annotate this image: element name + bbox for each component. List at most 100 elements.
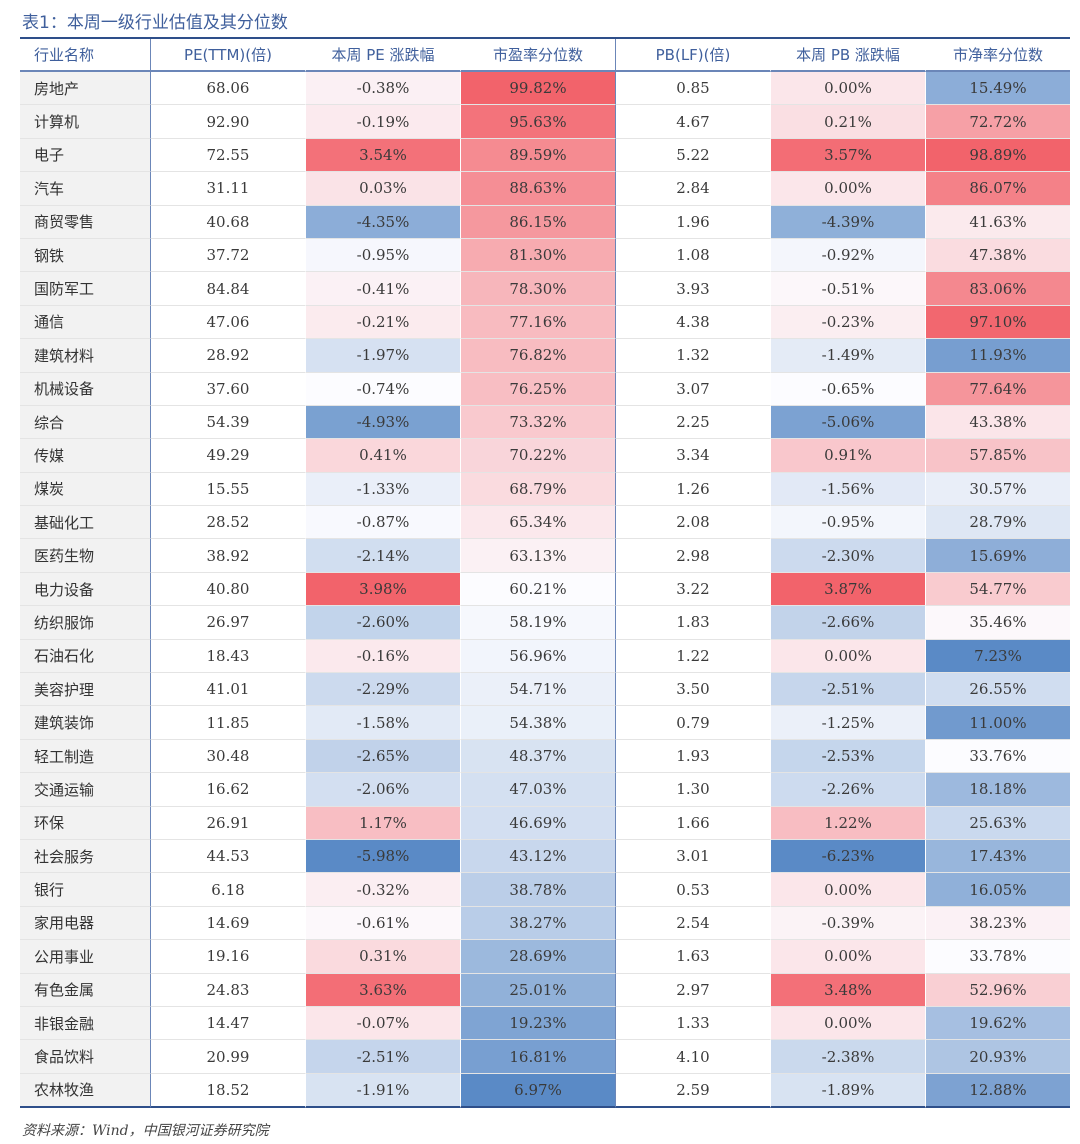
table-row: 电子 72.55 3.54% 89.59% 5.22 3.57% 98.89% (20, 138, 1070, 173)
pb-change-cell: 0.00% (770, 940, 925, 974)
pb-change-cell: -0.51% (770, 272, 925, 306)
pe-change-cell: -1.58% (305, 706, 460, 740)
pb-lf-cell: 1.93 (615, 739, 770, 774)
pe-percentile-cell: 19.23% (460, 1006, 615, 1041)
pe-percentile-cell: 54.71% (460, 673, 615, 707)
pe-percentile-cell: 38.78% (460, 873, 615, 907)
industry-cell: 建筑材料 (20, 339, 150, 373)
table-row: 环保 26.91 1.17% 46.69% 1.66 1.22% 25.63% (20, 806, 1070, 840)
pe-ttm-cell: 11.85 (150, 706, 305, 740)
pe-percentile-cell: 89.59% (460, 138, 615, 173)
table-row: 机械设备 37.60 -0.74% 76.25% 3.07 -0.65% 77.64% (20, 372, 1070, 406)
header-pe-percentile: 市盈率分位数 (460, 39, 615, 72)
pb-change-cell: 0.00% (770, 1006, 925, 1041)
pe-ttm-cell: 37.72 (150, 238, 305, 273)
pe-ttm-cell: 18.52 (150, 1073, 305, 1109)
pe-ttm-cell: 14.47 (150, 1006, 305, 1041)
table-row: 国防军工 84.84 -0.41% 78.30% 3.93 -0.51% 83.06% (20, 272, 1070, 306)
pe-change-cell: -0.21% (305, 305, 460, 340)
industry-cell: 家用电器 (20, 906, 150, 941)
industry-cell: 纺织服饰 (20, 606, 150, 640)
industry-cell: 房地产 (20, 72, 150, 106)
pb-lf-cell: 1.66 (615, 806, 770, 840)
pb-lf-cell: 4.38 (615, 305, 770, 340)
table-row: 基础化工 28.52 -0.87% 65.34% 2.08 -0.95% 28.79% (20, 506, 1070, 540)
pb-lf-cell: 0.53 (615, 873, 770, 907)
pb-change-cell: -1.25% (770, 706, 925, 740)
pb-lf-cell: 2.25 (615, 405, 770, 440)
pe-percentile-cell: 86.15% (460, 205, 615, 239)
pb-percentile-cell: 15.49% (925, 72, 1070, 106)
pb-lf-cell: 1.83 (615, 606, 770, 640)
pb-percentile-cell: 17.43% (925, 839, 1070, 874)
table-row: 纺织服饰 26.97 -2.60% 58.19% 1.83 -2.66% 35.46% (20, 606, 1070, 640)
pe-percentile-cell: 16.81% (460, 1040, 615, 1074)
header-pb-change: 本周 PB 涨跌幅 (770, 39, 925, 72)
pb-lf-cell: 3.34 (615, 439, 770, 473)
industry-cell: 环保 (20, 806, 150, 840)
pe-percentile-cell: 28.69% (460, 940, 615, 974)
table-row: 家用电器 14.69 -0.61% 38.27% 2.54 -0.39% 38.23% (20, 906, 1070, 941)
pe-ttm-cell: 20.99 (150, 1040, 305, 1074)
pb-change-cell: -0.92% (770, 238, 925, 273)
pb-percentile-cell: 43.38% (925, 405, 1070, 440)
pb-lf-cell: 4.10 (615, 1040, 770, 1074)
table-row: 综合 54.39 -4.93% 73.32% 2.25 -5.06% 43.38% (20, 405, 1070, 440)
pb-percentile-cell: 86.07% (925, 172, 1070, 206)
pb-percentile-cell: 57.85% (925, 439, 1070, 473)
pe-ttm-cell: 26.91 (150, 806, 305, 840)
pb-percentile-cell: 25.63% (925, 806, 1070, 840)
pb-lf-cell: 0.79 (615, 706, 770, 740)
table-caption: 表1：本周一级行业估值及其分位数 (22, 13, 288, 33)
table-row: 公用事业 19.16 0.31% 28.69% 1.63 0.00% 33.78% (20, 940, 1070, 974)
pe-ttm-cell: 38.92 (150, 539, 305, 573)
table-row: 汽车 31.11 0.03% 88.63% 2.84 0.00% 86.07% (20, 172, 1070, 206)
pb-percentile-cell: 15.69% (925, 539, 1070, 573)
header-pb-percentile: 市净率分位数 (925, 39, 1070, 72)
pe-ttm-cell: 47.06 (150, 305, 305, 340)
pb-lf-cell: 0.85 (615, 72, 770, 106)
pe-change-cell: -2.65% (305, 739, 460, 774)
pe-percentile-cell: 54.38% (460, 706, 615, 740)
valuation-table: 行业名称 PE(TTM)(倍) 本周 PE 涨跌幅 市盈率分位数 PB(LF)(… (20, 37, 1070, 1109)
pe-ttm-cell: 37.60 (150, 372, 305, 406)
pb-change-cell: 0.21% (770, 105, 925, 139)
pe-change-cell: -0.32% (305, 873, 460, 907)
pe-percentile-cell: 76.25% (460, 372, 615, 406)
pe-ttm-cell: 14.69 (150, 906, 305, 941)
pb-lf-cell: 3.01 (615, 839, 770, 874)
pe-percentile-cell: 46.69% (460, 806, 615, 840)
pb-lf-cell: 2.08 (615, 506, 770, 540)
industry-cell: 汽车 (20, 172, 150, 206)
table-row: 传媒 49.29 0.41% 70.22% 3.34 0.91% 57.85% (20, 439, 1070, 473)
pb-lf-cell: 3.07 (615, 372, 770, 406)
pe-change-cell: 0.03% (305, 172, 460, 206)
table-row: 电力设备 40.80 3.98% 60.21% 3.22 3.87% 54.77% (20, 572, 1070, 607)
pb-lf-cell: 1.22 (615, 639, 770, 674)
pe-ttm-cell: 26.97 (150, 606, 305, 640)
industry-cell: 农林牧渔 (20, 1073, 150, 1109)
pe-ttm-cell: 92.90 (150, 105, 305, 139)
pb-change-cell: -2.30% (770, 539, 925, 573)
industry-cell: 轻工制造 (20, 739, 150, 774)
table-row: 建筑装饰 11.85 -1.58% 54.38% 0.79 -1.25% 11.00% (20, 706, 1070, 740)
pe-change-cell: -1.33% (305, 472, 460, 507)
pb-percentile-cell: 11.93% (925, 339, 1070, 373)
pb-change-cell: -1.56% (770, 472, 925, 507)
pb-percentile-cell: 35.46% (925, 606, 1070, 640)
pb-change-cell: -4.39% (770, 205, 925, 239)
pe-ttm-cell: 24.83 (150, 973, 305, 1007)
table-row: 社会服务 44.53 -5.98% 43.12% 3.01 -6.23% 17.43% (20, 839, 1070, 874)
pb-change-cell: 0.00% (770, 639, 925, 674)
header-industry: 行业名称 (20, 39, 150, 72)
pe-change-cell: -0.74% (305, 372, 460, 406)
industry-cell: 钢铁 (20, 238, 150, 273)
industry-cell: 美容护理 (20, 673, 150, 707)
pb-lf-cell: 1.32 (615, 339, 770, 373)
pe-change-cell: -4.93% (305, 405, 460, 440)
pb-change-cell: -2.66% (770, 606, 925, 640)
pe-change-cell: -1.91% (305, 1073, 460, 1109)
table-row: 通信 47.06 -0.21% 77.16% 4.38 -0.23% 97.10% (20, 305, 1070, 340)
pe-ttm-cell: 40.68 (150, 205, 305, 239)
pe-change-cell: -0.41% (305, 272, 460, 306)
